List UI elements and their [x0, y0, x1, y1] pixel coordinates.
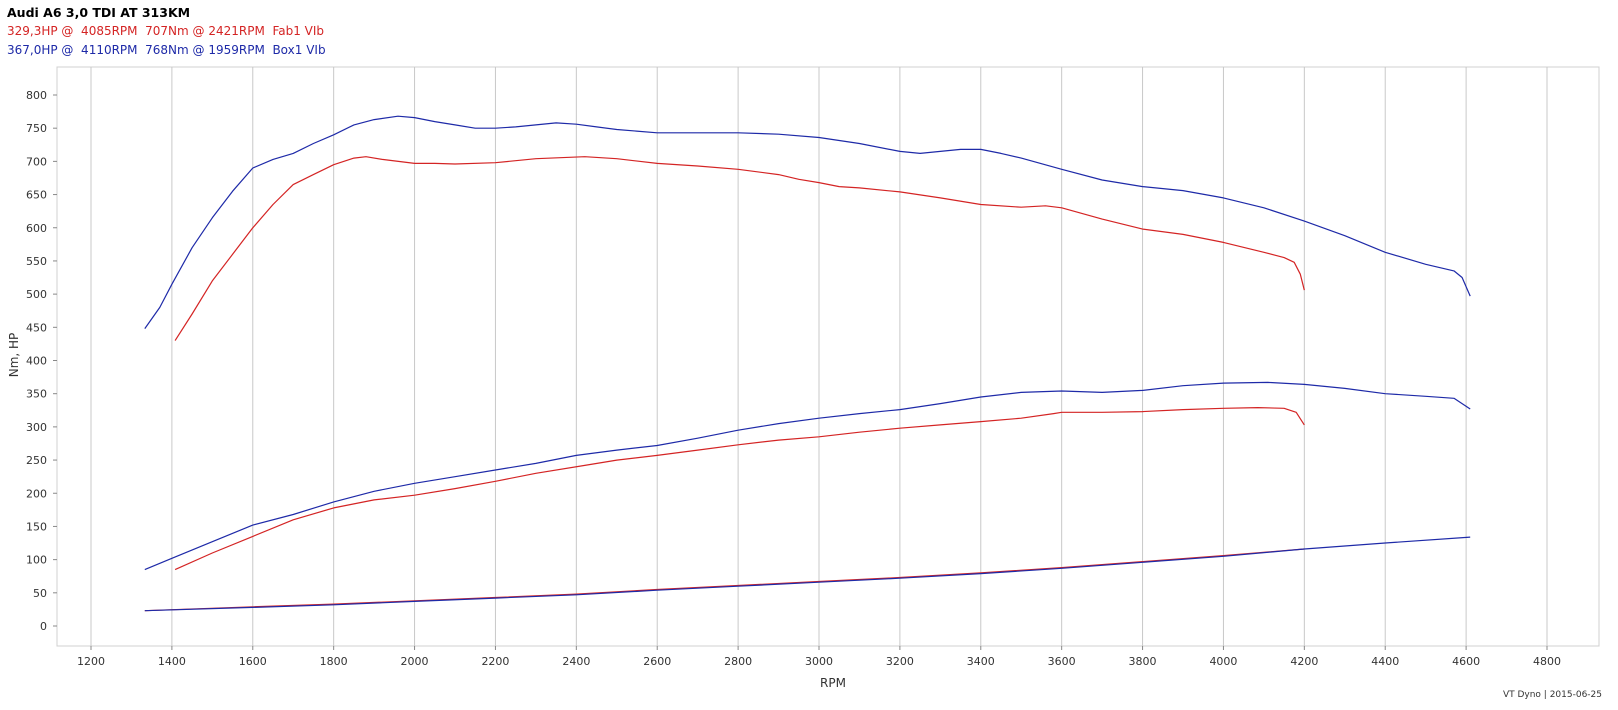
x-tick-label: 1800: [320, 655, 348, 668]
y-tick-label: 450: [26, 321, 47, 334]
y-tick-label: 800: [26, 89, 47, 102]
x-tick-label: 4800: [1533, 655, 1561, 668]
footer-credit: VT Dyno | 2015-06-25: [1502, 690, 1602, 700]
chart-title: Audi A6 3,0 TDI AT 313KM: [7, 5, 191, 20]
series-summary-box1: 367,0HP @ 4110RPM 768Nm @ 1959RPM Box1 V…: [7, 43, 326, 57]
x-tick-labels: 1200 1400 1600 1800 2000 2200 2400 2600 2800 3000…: [77, 646, 1561, 668]
y-tick-label: 0: [40, 620, 47, 633]
x-tick-label: 3000: [805, 655, 833, 668]
x-tick-label: 2400: [562, 655, 590, 668]
series-torque-blue: [144, 115, 1471, 329]
y-tick-label: 250: [26, 454, 47, 467]
y-tick-label: 150: [26, 520, 47, 533]
x-tick-label: 4600: [1452, 655, 1480, 668]
x-tick-label: 1200: [77, 655, 105, 668]
x-tick-label: 4400: [1371, 655, 1399, 668]
y-tick-label: 650: [26, 189, 47, 202]
y-tick-label: 350: [26, 388, 47, 401]
y-tick-label: 300: [26, 421, 47, 434]
y-axis-label: Nm, HP: [7, 333, 21, 378]
series-summary-fab1: 329,3HP @ 4085RPM 707Nm @ 2421RPM Fab1 V…: [7, 24, 325, 38]
y-tick-label: 750: [26, 122, 47, 135]
series-power-red: [174, 407, 1305, 571]
y-tick-label: 50: [33, 587, 47, 600]
y-tick-label: 500: [26, 288, 47, 301]
x-tick-label: 4000: [1209, 655, 1237, 668]
x-tick-label: 1400: [158, 655, 186, 668]
x-tick-label: 2800: [724, 655, 752, 668]
x-tick-label: 3600: [1048, 655, 1076, 668]
x-tick-label: 1600: [239, 655, 267, 668]
plot-area: [56, 66, 1600, 647]
series-loss-blue: [144, 536, 1471, 612]
series-lines: [144, 115, 1471, 612]
x-tick-label: 3800: [1129, 655, 1157, 668]
series-power-blue: [144, 381, 1471, 571]
x-tick-label: 2000: [401, 655, 429, 668]
x-tick-label: 2600: [643, 655, 671, 668]
x-tick-label: 4200: [1290, 655, 1318, 668]
x-tick-label: 3200: [886, 655, 914, 668]
y-tick-label: 550: [26, 255, 47, 268]
series-torque-red: [174, 156, 1305, 341]
x-axis-label: RPM: [820, 676, 846, 690]
y-tick-label: 100: [26, 554, 47, 567]
x-tick-label: 2200: [481, 655, 509, 668]
y-tick-labels: 0 50 100 150 200 250 300 350 400 450 500 550 600 650 7…: [26, 89, 57, 633]
y-tick-label: 200: [26, 487, 47, 500]
y-tick-label: 400: [26, 355, 47, 368]
x-tick-label: 3400: [967, 655, 995, 668]
series-loss-red: [144, 548, 1305, 612]
y-tick-label: 700: [26, 155, 47, 168]
y-tick-label: 600: [26, 222, 47, 235]
